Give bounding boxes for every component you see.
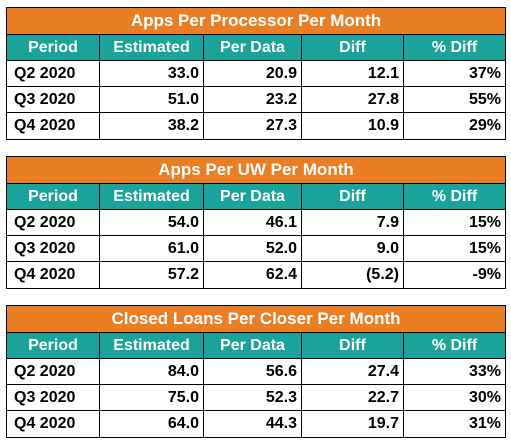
cell-estimated: 84.0 [100,359,204,384]
table-row: Q4 2020 57.2 62.4 (5.2) -9% [7,262,505,288]
cell-diff: 9.0 [302,236,404,261]
cell-period: Q2 2020 [7,210,100,235]
header-row: Period Estimated Per Data Diff % Diff [7,35,505,61]
col-header-per-data: Per Data [204,184,302,209]
cell-estimated: 64.0 [100,411,204,437]
cell-period: Q3 2020 [7,236,100,261]
col-header-diff: Diff [302,333,404,358]
cell-pct-diff: 31% [468,415,501,432]
cell-period: Q2 2020 [7,359,100,384]
table-title: Closed Loans Per Closer Per Month [7,306,505,333]
apps-per-processor-table: Apps Per Processor Per Month Period Esti… [6,7,506,140]
table-title: Apps Per Processor Per Month [7,8,505,35]
col-header-pct-diff: % Diff [431,39,478,56]
table-title: Apps Per UW Per Month [7,157,505,184]
cell-diff: (5.2) [302,262,404,288]
cell-diff: 10.9 [302,113,404,139]
table-row: Q3 2020 61.0 52.0 9.0 15% [7,236,505,262]
cell-pct-diff: 15% [468,214,501,231]
cell-pct-diff: 30% [468,389,501,406]
table-row: Q2 2020 54.0 46.1 7.9 15% [7,210,505,236]
col-header-estimated: Estimated [100,184,204,209]
cell-estimated: 54.0 [100,210,204,235]
cell-per-data: 44.3 [204,411,302,437]
table-row: Q3 2020 51.0 23.2 27.8 55% [7,87,505,113]
header-row: Period Estimated Per Data Diff % Diff [7,184,505,210]
cell-diff: 27.4 [302,359,404,384]
cell-per-data: 20.9 [204,61,302,86]
cell-diff: 22.7 [302,385,404,410]
col-header-period: Period [7,35,100,60]
col-header-pct-diff: % Diff [431,188,478,205]
table-row: Q2 2020 84.0 56.6 27.4 33% [7,359,505,385]
cell-estimated: 75.0 [100,385,204,410]
table-row: Q4 2020 38.2 27.3 10.9 29% [7,113,505,139]
cell-estimated: 57.2 [100,262,204,288]
table-row: Q3 2020 75.0 52.3 22.7 30% [7,385,505,411]
header-row: Period Estimated Per Data Diff % Diff [7,333,505,359]
cell-period: Q4 2020 [7,113,100,139]
cell-pct-diff: -9% [472,266,501,283]
cell-per-data: 62.4 [204,262,302,288]
cell-per-data: 52.0 [204,236,302,261]
cell-diff: 27.8 [302,87,404,112]
closed-loans-per-closer-table: Closed Loans Per Closer Per Month Period… [6,305,506,438]
col-header-diff: Diff [302,184,404,209]
cell-estimated: 61.0 [100,236,204,261]
cell-period: Q4 2020 [7,411,100,437]
cell-pct-diff: 33% [468,363,501,380]
table-row: Q4 2020 64.0 44.3 19.7 31% [7,411,505,437]
cell-period: Q2 2020 [7,61,100,86]
col-header-per-data: Per Data [204,333,302,358]
cell-diff: 7.9 [302,210,404,235]
cell-pct-diff: 15% [468,240,501,257]
col-header-period: Period [7,184,100,209]
cell-estimated: 51.0 [100,87,204,112]
col-header-per-data: Per Data [204,35,302,60]
cell-period: Q3 2020 [7,87,100,112]
col-header-period: Period [7,333,100,358]
cell-diff: 12.1 [302,61,404,86]
col-header-estimated: Estimated [100,35,204,60]
col-header-pct-diff: % Diff [431,337,478,354]
table-row: Q2 2020 33.0 20.9 12.1 37% [7,61,505,87]
apps-per-uw-table: Apps Per UW Per Month Period Estimated P… [6,156,506,289]
col-header-estimated: Estimated [100,333,204,358]
cell-per-data: 27.3 [204,113,302,139]
cell-estimated: 33.0 [100,61,204,86]
cell-pct-diff: 55% [468,91,501,108]
cell-per-data: 23.2 [204,87,302,112]
cell-pct-diff: 29% [468,117,501,134]
cell-period: Q4 2020 [7,262,100,288]
cell-per-data: 56.6 [204,359,302,384]
cell-pct-diff: 37% [468,65,501,82]
cell-per-data: 46.1 [204,210,302,235]
cell-per-data: 52.3 [204,385,302,410]
col-header-diff: Diff [302,35,404,60]
cell-period: Q3 2020 [7,385,100,410]
cell-estimated: 38.2 [100,113,204,139]
cell-diff: 19.7 [302,411,404,437]
